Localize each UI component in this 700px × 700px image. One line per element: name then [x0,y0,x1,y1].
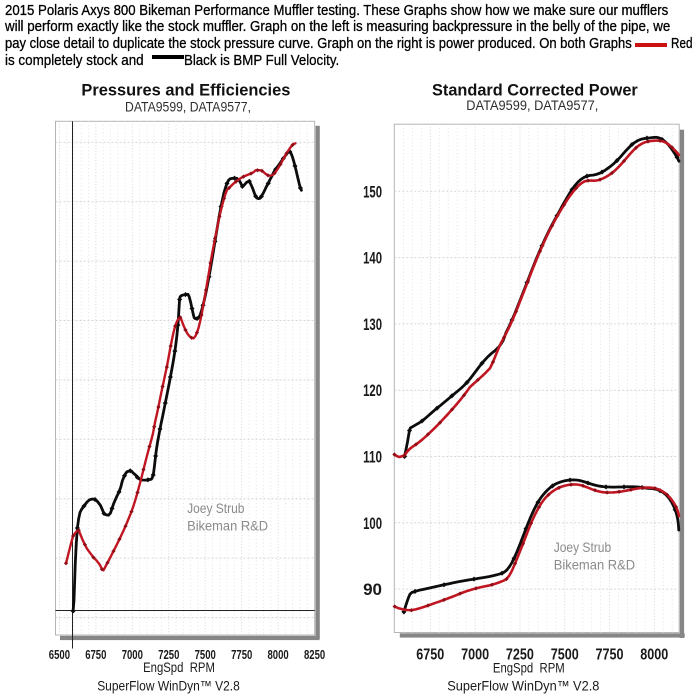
svg-text:6750: 6750 [85,647,106,662]
svg-text:SuperFlow WinDyn™ V2.8: SuperFlow WinDyn™ V2.8 [97,677,240,693]
svg-text:120: 120 [363,382,382,400]
svg-text:Joey Strub: Joey Strub [187,500,245,516]
svg-text:8000: 8000 [640,646,668,663]
svg-text:DATA9599, DATA9577,: DATA9599, DATA9577, [125,99,251,115]
svg-text:130: 130 [363,316,382,334]
svg-text:SuperFlow WinDyn™ V2.8: SuperFlow WinDyn™ V2.8 [447,677,599,693]
svg-text:6500: 6500 [49,647,70,662]
svg-text:7750: 7750 [596,646,624,663]
svg-text:7000: 7000 [122,647,143,662]
svg-text:Bikeman R&D: Bikeman R&D [187,517,268,533]
svg-text:7500: 7500 [551,646,579,663]
svg-text:150: 150 [363,183,382,201]
svg-text:7250: 7250 [158,647,179,662]
svg-text:100: 100 [363,515,382,533]
svg-text:7750: 7750 [231,647,252,662]
svg-text:90: 90 [363,581,382,599]
svg-text:Pressures and Efficiencies: Pressures and Efficiencies [81,80,290,99]
svg-text:140: 140 [363,250,382,268]
svg-text:EngSpd RPM: EngSpd RPM [493,659,565,675]
svg-text:8250: 8250 [304,647,325,662]
svg-text:DATA9599, DATA9577,: DATA9599, DATA9577, [466,97,598,113]
svg-text:Standard Corrected Power: Standard Corrected Power [432,80,638,99]
svg-text:Joey Strub: Joey Strub [554,539,612,555]
svg-text:Bikeman R&D: Bikeman R&D [554,556,636,572]
svg-text:6750: 6750 [416,646,444,663]
svg-text:7000: 7000 [461,646,489,663]
svg-text:7250: 7250 [506,646,534,663]
svg-text:EngSpd RPM: EngSpd RPM [143,659,215,675]
svg-text:7500: 7500 [195,647,216,662]
svg-text:110: 110 [363,449,382,467]
svg-text:8000: 8000 [268,647,289,662]
